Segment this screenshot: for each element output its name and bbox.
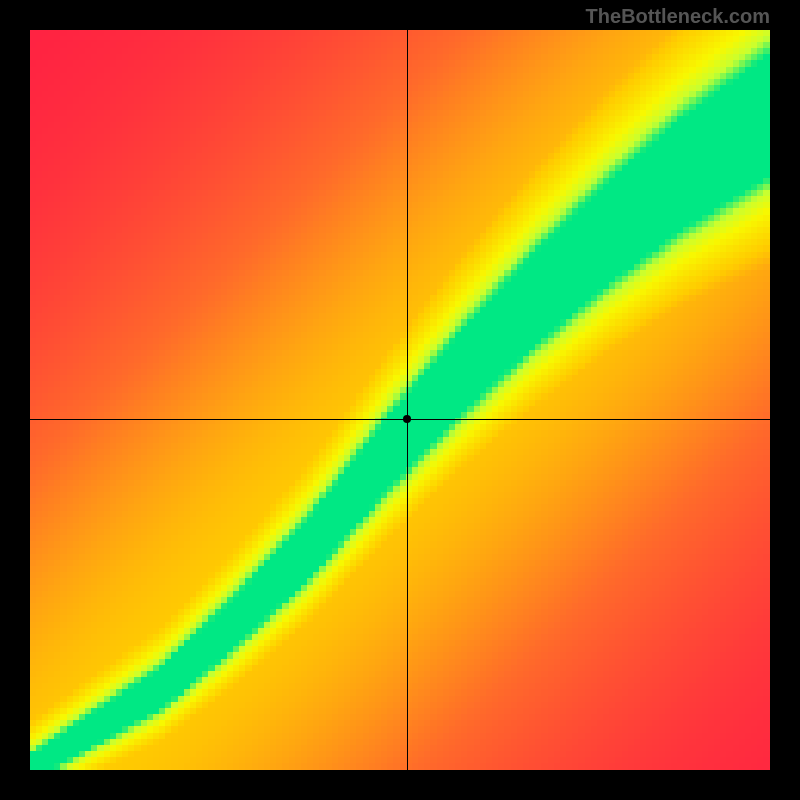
bottleneck-heatmap xyxy=(30,30,770,770)
heatmap-canvas xyxy=(30,30,770,770)
watermark-text: TheBottleneck.com xyxy=(586,6,770,29)
